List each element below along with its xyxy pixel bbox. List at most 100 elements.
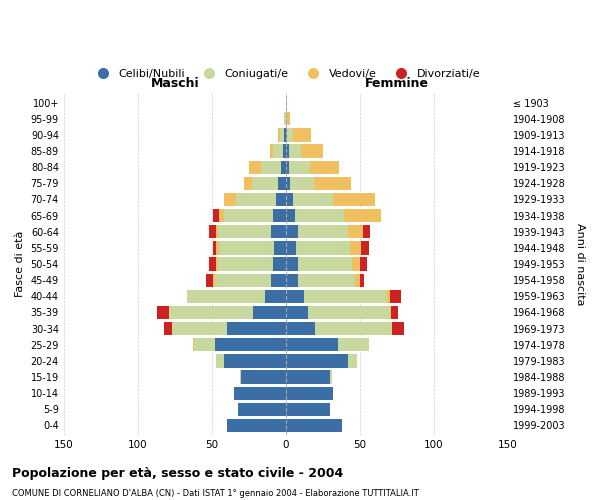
Bar <box>272 209 286 222</box>
Bar <box>298 258 352 270</box>
Bar <box>209 258 216 270</box>
Bar <box>271 274 286 287</box>
Bar <box>287 128 293 141</box>
Bar <box>218 225 271 238</box>
Bar <box>389 290 401 303</box>
Bar <box>286 386 333 400</box>
Bar <box>269 144 272 158</box>
Bar <box>214 274 215 287</box>
Bar <box>169 306 253 319</box>
Bar <box>252 176 278 190</box>
Bar <box>286 419 342 432</box>
Bar <box>289 160 310 174</box>
Bar <box>227 419 286 432</box>
Bar <box>355 274 360 287</box>
Bar <box>215 274 271 287</box>
Bar <box>274 242 286 254</box>
Bar <box>361 242 369 254</box>
Bar <box>348 354 357 368</box>
Bar <box>218 258 272 270</box>
Bar <box>284 112 286 126</box>
Bar <box>286 144 289 158</box>
Bar <box>164 322 172 335</box>
Bar <box>216 258 218 270</box>
Bar <box>216 225 218 238</box>
Bar <box>219 209 224 222</box>
Bar <box>281 160 286 174</box>
Bar <box>338 338 369 351</box>
Bar <box>296 242 350 254</box>
Bar <box>286 290 304 303</box>
Bar <box>224 193 236 206</box>
Text: Femmine: Femmine <box>365 76 429 90</box>
Bar <box>193 338 194 351</box>
Bar <box>172 322 227 335</box>
Bar <box>236 193 275 206</box>
Bar <box>360 258 367 270</box>
Bar <box>333 193 374 206</box>
Bar <box>350 242 361 254</box>
Bar <box>157 306 169 319</box>
Bar <box>286 160 289 174</box>
Bar <box>286 112 287 126</box>
Bar <box>214 242 216 254</box>
Bar <box>265 290 286 303</box>
Bar <box>249 160 260 174</box>
Bar <box>301 144 323 158</box>
Bar <box>234 386 286 400</box>
Bar <box>240 370 241 384</box>
Text: Maschi: Maschi <box>151 76 199 90</box>
Bar <box>278 176 286 190</box>
Bar <box>275 193 286 206</box>
Bar <box>286 225 298 238</box>
Bar <box>363 225 370 238</box>
Bar <box>289 144 301 158</box>
Bar <box>360 274 364 287</box>
Y-axis label: Fasce di età: Fasce di età <box>15 231 25 297</box>
Bar <box>271 225 286 238</box>
Bar <box>314 176 351 190</box>
Bar <box>286 402 330 416</box>
Bar <box>287 112 290 126</box>
Bar <box>241 370 286 384</box>
Bar <box>283 144 286 158</box>
Bar <box>310 160 339 174</box>
Bar <box>227 322 286 335</box>
Bar <box>194 338 215 351</box>
Text: COMUNE DI CORNELIANO D'ALBA (CN) - Dati ISTAT 1° gennaio 2004 - Elaborazione TUT: COMUNE DI CORNELIANO D'ALBA (CN) - Dati … <box>12 488 419 498</box>
Bar <box>316 322 392 335</box>
Bar <box>286 193 293 206</box>
Bar <box>187 290 265 303</box>
Bar <box>215 338 286 351</box>
Bar <box>389 306 391 319</box>
Bar <box>386 290 389 303</box>
Bar <box>216 354 224 368</box>
Bar <box>295 209 344 222</box>
Bar <box>308 306 389 319</box>
Bar <box>253 306 286 319</box>
Bar <box>214 209 219 222</box>
Bar <box>286 258 298 270</box>
Bar <box>286 370 330 384</box>
Bar <box>224 354 286 368</box>
Bar <box>272 258 286 270</box>
Bar <box>238 402 286 416</box>
Bar <box>290 176 314 190</box>
Bar <box>284 128 286 141</box>
Bar <box>278 128 280 141</box>
Bar <box>286 176 290 190</box>
Bar <box>286 354 348 368</box>
Bar <box>286 128 287 141</box>
Bar <box>286 306 308 319</box>
Bar <box>304 290 386 303</box>
Bar <box>272 144 283 158</box>
Bar <box>244 176 252 190</box>
Bar <box>286 96 287 109</box>
Bar <box>216 242 219 254</box>
Bar <box>260 160 281 174</box>
Bar <box>286 242 296 254</box>
Y-axis label: Anni di nascita: Anni di nascita <box>575 223 585 306</box>
Bar <box>219 242 274 254</box>
Bar <box>286 338 338 351</box>
Bar <box>280 128 284 141</box>
